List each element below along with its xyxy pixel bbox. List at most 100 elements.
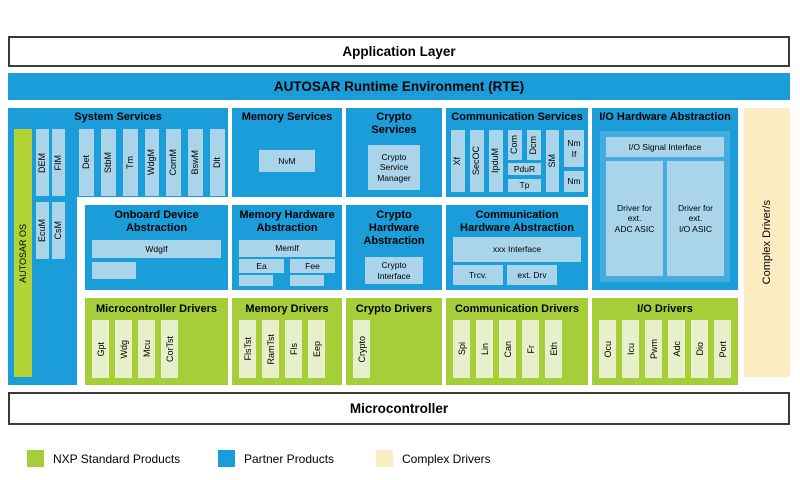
module-csm: CsM bbox=[52, 202, 65, 259]
module-ipdum: IpduM bbox=[489, 130, 503, 192]
rte-label: AUTOSAR Runtime Environment (RTE) bbox=[273, 79, 525, 94]
module-port: Port bbox=[714, 320, 731, 378]
module-can: Can bbox=[499, 320, 516, 378]
module-gpt-label: Gpt bbox=[95, 341, 106, 357]
module-port-label: Port bbox=[717, 340, 728, 358]
module-dio-label: Dio bbox=[694, 342, 705, 356]
autosar-os-label: AUTOSAR OS bbox=[18, 223, 28, 283]
module-io-signal-interface: I/O Signal Interface bbox=[606, 137, 724, 157]
module-lin: Lin bbox=[476, 320, 493, 378]
module-flstst: FlsTst bbox=[239, 320, 256, 378]
module-stbm: StbM bbox=[100, 129, 116, 196]
module-eep: Eep bbox=[308, 320, 325, 378]
module-wdgm: WdgM bbox=[144, 129, 160, 196]
module-fim: FIM bbox=[52, 129, 65, 196]
module-wdgif-label: WdgIf bbox=[145, 243, 168, 254]
module-ramtst-label: RamTst bbox=[265, 333, 276, 365]
empty-module-box bbox=[239, 275, 273, 286]
module-lin-label: Lin bbox=[479, 342, 490, 355]
module-comm-label: ComM bbox=[168, 149, 179, 176]
empty-module-box bbox=[290, 275, 324, 286]
module-ea-label: Ea bbox=[256, 260, 267, 271]
legend-item-nxp: NXP Standard Products bbox=[27, 450, 180, 467]
memory-hardware-abstraction-block: Memory Hardware Abstraction MemIf Ea Fee bbox=[232, 205, 342, 290]
module-comm: ComM bbox=[166, 129, 182, 196]
module-dio: Dio bbox=[691, 320, 708, 378]
module-wdgif: WdgIf bbox=[92, 240, 221, 258]
module-dlt-label: Dlt bbox=[211, 157, 222, 168]
module-icu: Icu bbox=[622, 320, 639, 378]
crypto-drivers-block: Crypto Drivers Crypto bbox=[346, 298, 442, 385]
module-ext-io-asic-driver: Driver for ext. I/O ASIC bbox=[667, 161, 724, 276]
module-tp: Tp bbox=[508, 179, 541, 192]
module-crypto-driver: Crypto bbox=[353, 320, 370, 378]
nxp-standard-products-label: NXP Standard Products bbox=[53, 451, 181, 466]
module-nvm: NvM bbox=[259, 150, 315, 172]
module-xf-label: Xf bbox=[452, 156, 463, 166]
module-dcm-label: Dcm bbox=[528, 135, 539, 155]
microcontroller-drivers-block: Microcontroller Drivers Gpt Wdg Mcu CorT… bbox=[85, 298, 228, 385]
module-io-signal-interface-label: I/O Signal Interface bbox=[628, 141, 702, 152]
complex-drivers-block: Complex Driver/s bbox=[744, 108, 790, 377]
module-dem-label: DEM bbox=[36, 152, 47, 173]
module-dem: DEM bbox=[36, 129, 49, 196]
module-bswm-label: BswM bbox=[190, 150, 201, 175]
module-ecum-label: EcuM bbox=[36, 218, 47, 242]
module-ramtst: RamTst bbox=[262, 320, 279, 378]
module-tm: Tm bbox=[122, 129, 138, 196]
module-cortst-label: CorTst bbox=[164, 335, 175, 362]
module-xf: Xf bbox=[451, 130, 465, 192]
crypto-services-title: Crypto Services bbox=[371, 111, 417, 136]
module-memif-label: MemIf bbox=[275, 243, 299, 254]
module-crypto-driver-label: Crypto bbox=[356, 335, 367, 363]
memory-hardware-abstraction-title: Memory Hardware Abstraction bbox=[239, 209, 335, 234]
communication-hardware-abstraction-block: Communication Hardware Abstraction xxx I… bbox=[446, 205, 588, 290]
memory-services-title: Memory Services bbox=[241, 111, 333, 123]
module-pwm-label: Pwm bbox=[648, 339, 659, 359]
module-eth-label: Eth bbox=[548, 342, 559, 356]
application-layer-bar: Application Layer bbox=[8, 36, 790, 67]
io-hardware-abstraction-title: I/O Hardware Abstraction bbox=[599, 111, 731, 123]
module-dcm: Dcm bbox=[527, 130, 541, 160]
module-ext-adc-asic-driver: Driver for ext. ADC ASIC bbox=[606, 161, 663, 276]
module-xxx-interface: xxx Interface bbox=[453, 237, 581, 262]
module-mcu: Mcu bbox=[138, 320, 155, 378]
module-sm-label: SM bbox=[546, 154, 557, 168]
module-fr: Fr bbox=[522, 320, 539, 378]
module-dlt: Dlt bbox=[210, 129, 226, 196]
microcontroller-bar: Microcontroller bbox=[8, 392, 790, 425]
module-adc-label: Adc bbox=[671, 341, 682, 357]
complex-drivers-label: Complex Drivers bbox=[402, 451, 491, 466]
module-tm-label: Tm bbox=[124, 156, 135, 169]
module-nm: Nm bbox=[564, 171, 584, 192]
io-drivers-title: I/O Drivers bbox=[637, 303, 693, 315]
module-eth: Eth bbox=[545, 320, 562, 378]
module-com-label: Com bbox=[509, 135, 520, 155]
module-eep-label: Eep bbox=[311, 340, 322, 357]
module-ext-drv-label: ext. Drv bbox=[517, 269, 547, 280]
module-nmif: Nm If bbox=[564, 130, 584, 167]
module-pdur-label: PduR bbox=[513, 163, 536, 174]
system-services-module-row: Det StbM Tm WdgM ComM BswM Dlt bbox=[79, 129, 226, 196]
module-xxx-interface-label: xxx Interface bbox=[492, 244, 542, 255]
partner-products-swatch bbox=[218, 450, 235, 467]
microcontroller-label: Microcontroller bbox=[349, 401, 449, 416]
module-wdg-label: Wdg bbox=[118, 339, 129, 359]
module-det-label: Det bbox=[80, 155, 91, 170]
io-hardware-abstraction-block: I/O Hardware Abstraction I/O Signal Inte… bbox=[592, 108, 738, 290]
memory-drivers-title: Memory Drivers bbox=[245, 303, 329, 315]
module-ocu: Ocu bbox=[599, 320, 616, 378]
module-crypto-service-manager: Crypto Service Manager bbox=[368, 145, 420, 190]
module-fee: Fee bbox=[290, 259, 335, 273]
module-wdgm-label: WdgM bbox=[146, 149, 157, 176]
memory-drivers-block: Memory Drivers FlsTst RamTst Fls Eep bbox=[232, 298, 342, 385]
module-secoc: SecOC bbox=[470, 130, 484, 192]
system-services-block: System Services AUTOSAR OS DEM FIM EcuM … bbox=[8, 108, 228, 385]
module-pwm: Pwm bbox=[645, 320, 662, 378]
crypto-services-block: Crypto Services Crypto Service Manager bbox=[346, 108, 442, 197]
module-secoc-label: SecOC bbox=[471, 146, 482, 176]
module-ipdum-label: IpduM bbox=[490, 148, 501, 174]
module-csm-label: CsM bbox=[52, 221, 63, 240]
module-stbm-label: StbM bbox=[102, 151, 113, 173]
communication-drivers-block: Communication Drivers Spi Lin Can Fr Eth bbox=[446, 298, 588, 385]
